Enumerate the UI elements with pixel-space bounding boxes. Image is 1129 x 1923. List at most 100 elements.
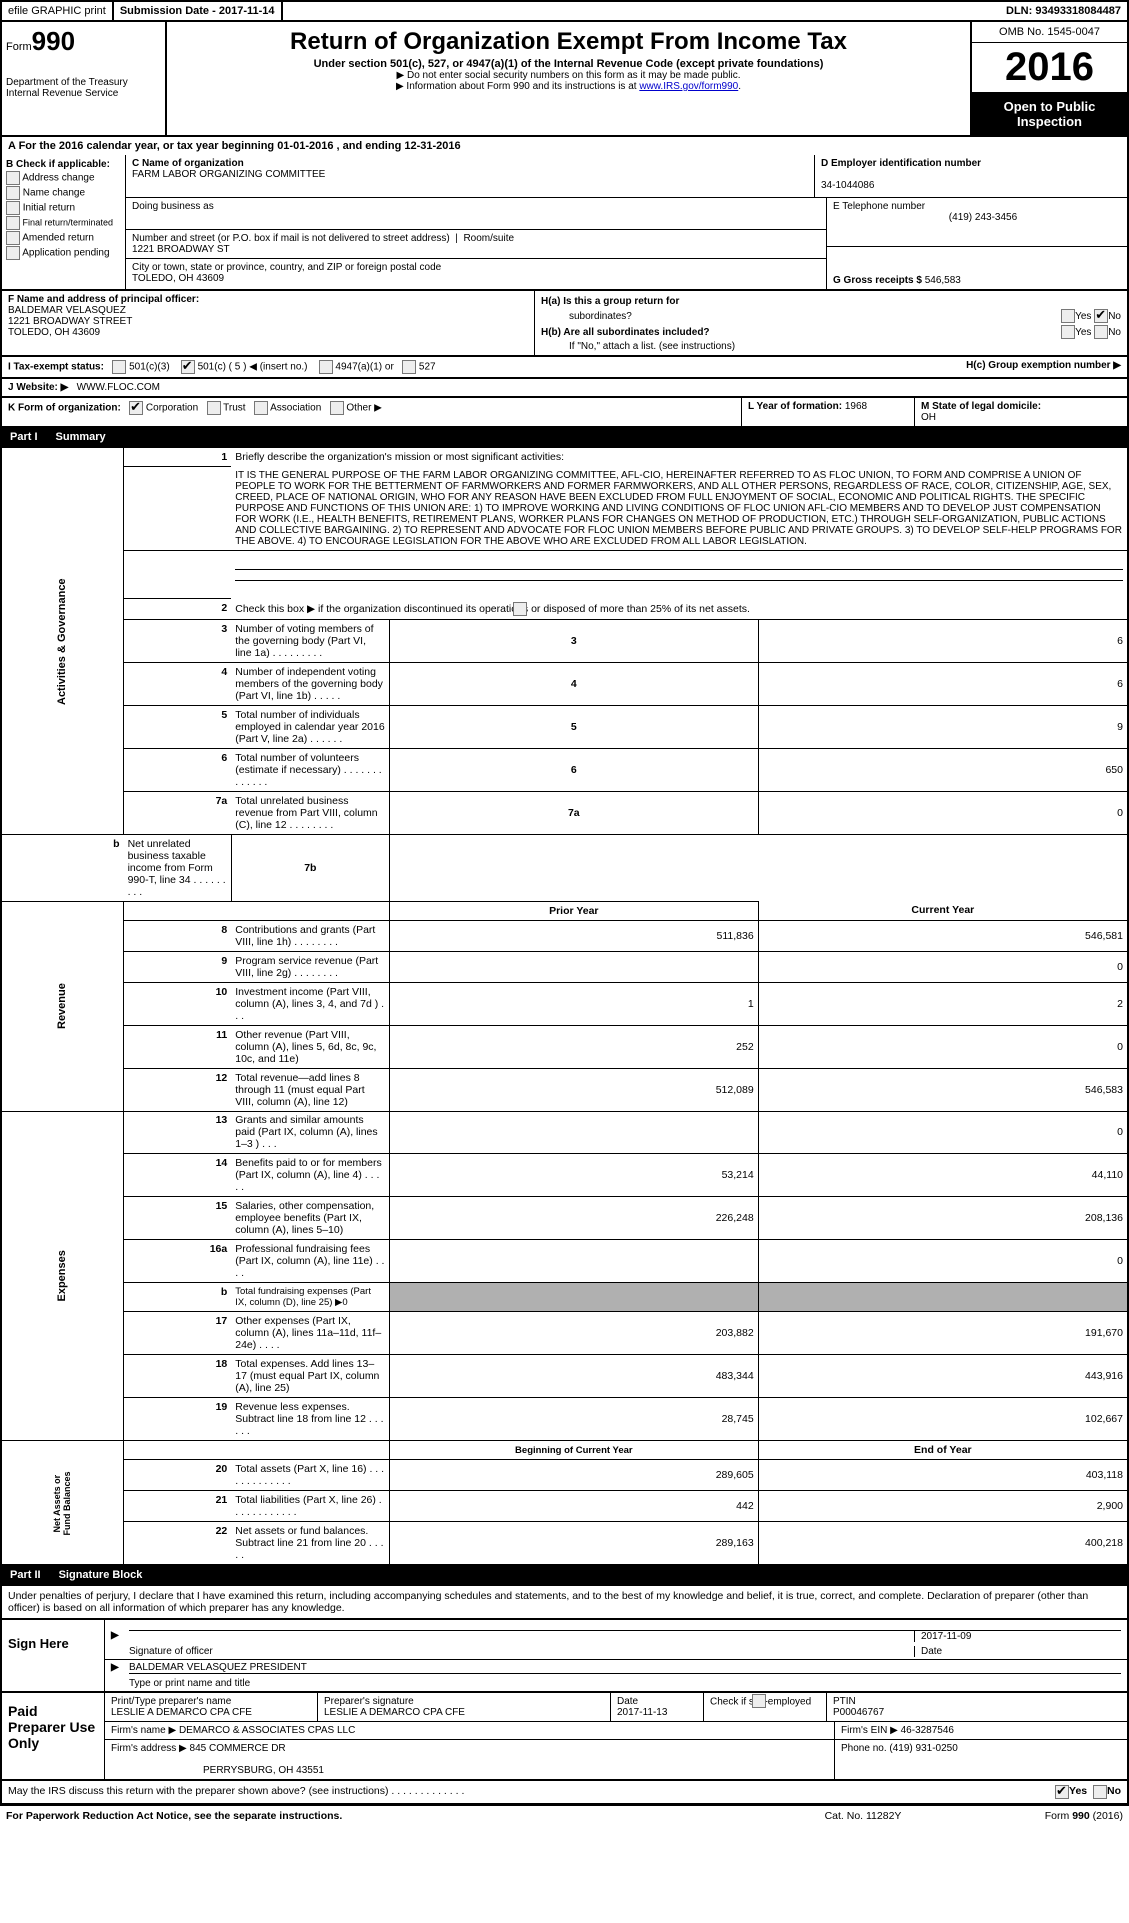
checkbox-icon[interactable]	[752, 1694, 766, 1708]
summary-val: 650	[758, 748, 1128, 791]
summary-line: Net unrelated business taxable income fr…	[124, 834, 232, 901]
inspection: Open to PublicInspection	[972, 93, 1127, 135]
h-c: H(c) Group exemption number ▶	[950, 360, 1121, 374]
city: City or town, state or province, country…	[126, 259, 826, 287]
preparer-block: Paid Preparer Use Only Print/Type prepar…	[0, 1693, 1129, 1781]
curr-val: 546,581	[758, 920, 1128, 951]
checkbox-icon[interactable]	[1061, 325, 1075, 339]
paid-preparer-label: Paid Preparer Use Only	[2, 1693, 104, 1779]
summary-line: Revenue less expenses. Subtract line 18 …	[231, 1398, 389, 1441]
phone: E Telephone number(419) 243-3456	[827, 198, 1129, 247]
summary-line: Total assets (Part X, line 16) . . . . .…	[231, 1460, 389, 1491]
prior-val: 252	[389, 1025, 758, 1068]
b-opt[interactable]: Amended return	[6, 231, 121, 245]
col-H: H(a) Is this a group return for subordin…	[535, 291, 1127, 355]
line1: ▶ Do not enter social security numbers o…	[175, 70, 962, 81]
curr-val: 191,670	[758, 1312, 1128, 1355]
irs-link[interactable]: www.IRS.gov/form990	[639, 81, 738, 92]
checkbox-icon[interactable]	[319, 360, 333, 374]
declare: Under penalties of perjury, I declare th…	[0, 1586, 1129, 1620]
form-number: Form990	[6, 26, 161, 57]
curr-val: 0	[758, 1025, 1128, 1068]
checkbox-icon[interactable]	[181, 360, 195, 374]
checkbox-icon[interactable]	[6, 231, 20, 245]
b-opt[interactable]: Final return/terminated	[6, 216, 121, 230]
addr: Number and street (or P.O. box if mail i…	[126, 230, 826, 258]
sign-here-label: Sign Here	[2, 1620, 104, 1691]
summary-val: 6	[758, 662, 1128, 705]
summary-line: Professional fundraising fees (Part IX, …	[231, 1240, 389, 1283]
b-opt[interactable]: Name change	[6, 186, 121, 200]
year: 2016	[972, 43, 1127, 93]
prep-name: Print/Type preparer's nameLESLIE A DEMAR…	[105, 1693, 318, 1721]
prior-val: 53,214	[389, 1154, 758, 1197]
checkbox-icon[interactable]	[1094, 325, 1108, 339]
side-ag: Activities & Governance	[1, 448, 124, 834]
checkbox-icon[interactable]	[6, 246, 20, 260]
line2: ▶ Information about Form 990 and its ins…	[175, 81, 962, 92]
b-opt[interactable]: Application pending	[6, 246, 121, 260]
checkbox-icon[interactable]	[1055, 1785, 1069, 1799]
block-BCDE: B Check if applicable: Address change Na…	[0, 155, 1129, 291]
summary-val: 6	[758, 619, 1128, 662]
header-left: Form990 Department of the Treasury Inter…	[2, 22, 167, 135]
year-formation: L Year of formation: 1968	[741, 398, 914, 426]
checkbox-icon[interactable]	[1093, 1785, 1107, 1799]
blank-lines	[231, 550, 1128, 599]
summary-line: Grants and similar amounts paid (Part IX…	[231, 1111, 389, 1154]
checkbox-icon[interactable]	[513, 602, 527, 616]
end-val: 403,118	[758, 1460, 1128, 1491]
checkbox-icon[interactable]	[6, 171, 20, 185]
summary-line: Total expenses. Add lines 13–17 (must eq…	[231, 1355, 389, 1398]
curr-val: 0	[758, 951, 1128, 982]
line2: Check this box ▶ if the organization dis…	[231, 599, 1128, 620]
curr-val: 208,136	[758, 1197, 1128, 1240]
summary-line: Other revenue (Part VIII, column (A), li…	[231, 1025, 389, 1068]
curr-val	[758, 1283, 1128, 1312]
B-label: B Check if applicable:	[6, 159, 110, 170]
ptin: PTINP00046767	[827, 1693, 1127, 1721]
summary-line: Total fundraising expenses (Part IX, col…	[231, 1283, 389, 1312]
curr-val: 102,667	[758, 1398, 1128, 1441]
officer-name: BALDEMAR VELASQUEZ PRESIDENT	[129, 1662, 1121, 1674]
header-right: OMB No. 1545-0047 2016 Open to PublicIns…	[970, 22, 1127, 135]
summary-line: Benefits paid to or for members (Part IX…	[231, 1154, 389, 1197]
checkbox-icon[interactable]	[254, 401, 268, 415]
h-note: If "No," attach a list. (see instruction…	[541, 341, 1121, 352]
summary-line: Total number of volunteers (estimate if …	[231, 748, 389, 791]
curr-val: 546,583	[758, 1068, 1128, 1111]
summary-val	[389, 834, 758, 901]
beg-val: 289,605	[389, 1460, 758, 1491]
curr-val: 44,110	[758, 1154, 1128, 1197]
curr-val: 0	[758, 1240, 1128, 1283]
I-label: I Tax-exempt status:	[8, 362, 104, 373]
efile-label: efile GRAPHIC print	[2, 2, 114, 20]
prior-val: 511,836	[389, 920, 758, 951]
summary-val: 9	[758, 705, 1128, 748]
checkbox-icon[interactable]	[1094, 309, 1108, 323]
header-row: Form990 Department of the Treasury Inter…	[0, 22, 1129, 137]
checkbox-icon[interactable]	[1061, 309, 1075, 323]
checkbox-icon[interactable]	[6, 216, 20, 230]
b-opt[interactable]: Address change	[6, 171, 121, 185]
b-opt[interactable]: Initial return	[6, 201, 121, 215]
prior-val: 226,248	[389, 1197, 758, 1240]
subtitle: Under section 501(c), 527, or 4947(a)(1)…	[175, 58, 962, 70]
checkbox-icon[interactable]	[129, 401, 143, 415]
self-emp: Check if self-employed	[704, 1693, 827, 1721]
principal-officer: F Name and address of principal officer:…	[2, 291, 535, 355]
title: Return of Organization Exempt From Incom…	[175, 28, 962, 56]
part-I-header: Part ISummary	[0, 428, 1129, 448]
prior-val	[389, 1283, 758, 1312]
checkbox-icon[interactable]	[6, 186, 20, 200]
state-domicile: M State of legal domicile:OH	[914, 398, 1127, 426]
form-footer: Form 990 (2016)	[963, 1810, 1123, 1822]
checkbox-icon[interactable]	[207, 401, 221, 415]
curr-val: 2	[758, 982, 1128, 1025]
checkbox-icon[interactable]	[330, 401, 344, 415]
curr-val: 443,916	[758, 1355, 1128, 1398]
checkbox-icon[interactable]	[112, 360, 126, 374]
checkbox-icon[interactable]	[402, 360, 416, 374]
checkbox-icon[interactable]	[6, 201, 20, 215]
side-exp: Expenses	[1, 1111, 124, 1441]
